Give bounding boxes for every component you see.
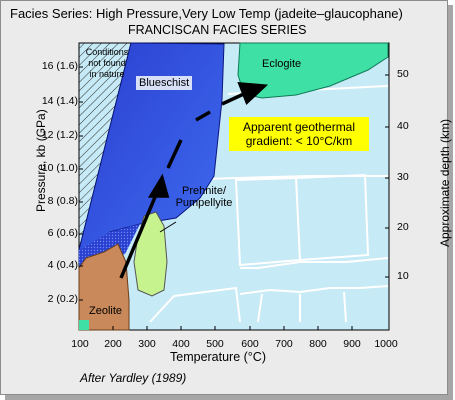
blueschist-label: Blueschist	[136, 76, 193, 90]
depth-tick-label: 10	[397, 270, 409, 282]
x-tick-label: 500	[206, 338, 224, 350]
depth-tick-label: 50	[397, 68, 409, 80]
geotherm-label: Apparent geothermal gradient: < 10°C/km	[229, 120, 369, 148]
x-axis-label: Temperature (°C)	[170, 350, 266, 364]
axis-ticks	[79, 66, 389, 330]
depth-tick-label: 20	[397, 221, 409, 233]
geotherm-label-line2: gradient: < 10°C/km	[245, 134, 353, 148]
corner-swatch	[79, 320, 89, 330]
y-tick-label: 10 (1.0)	[41, 162, 78, 174]
x-tick-label: 300	[138, 338, 156, 350]
x-tick-label: 700	[275, 338, 293, 350]
x-tick-label: 600	[241, 338, 259, 350]
x-tick-label: 800	[309, 338, 327, 350]
prehnite-label-line2: Pumpellyite	[175, 197, 233, 209]
eclogite-label: Eclogite	[262, 58, 302, 70]
not-found-label: Conditions not found in nature	[82, 47, 132, 80]
depth-tick-label: 40	[397, 120, 409, 132]
figure-subtitle: FRANCISCAN FACIES SERIES	[128, 23, 307, 37]
y-tick-label: 2 (0.2)	[47, 293, 78, 305]
prehnite-label-line1: Prehnite/	[181, 185, 227, 197]
y-tick-label: 6 (0.6)	[47, 227, 78, 239]
not-found-label-line2: not found	[88, 58, 126, 68]
not-found-label-line1: Conditions	[85, 47, 129, 57]
y-tick-label: 8 (0.8)	[47, 195, 78, 207]
prehnite-label: Prehnite/ Pumpellyite	[172, 185, 236, 209]
y-tick-label: 16 (1.6)	[41, 60, 78, 72]
figure-title: Facies Series: High Pressure,Very Low Te…	[10, 6, 403, 21]
y-axis-label-right: Approximate depth (km)	[438, 118, 452, 247]
x-tick-label: 1000	[374, 338, 398, 350]
prehnite-field	[133, 211, 168, 297]
geotherm-label-line1: Apparent geothermal	[242, 120, 356, 134]
source-citation: After Yardley (1989)	[80, 371, 187, 385]
geotherm-arrow	[119, 82, 269, 279]
not-found-label-line3: in nature	[89, 69, 125, 79]
x-tick-label: 400	[172, 338, 190, 350]
depth-tick-label: 30	[397, 171, 409, 183]
x-tick-label: 100	[71, 338, 89, 350]
zeolite-label: Zeolite	[89, 305, 123, 317]
y-tick-label: 14 (1.4)	[41, 95, 78, 107]
x-tick-label: 200	[104, 338, 122, 350]
y-tick-label: 4 (0.4)	[47, 259, 78, 271]
y-tick-label: 12 (1.2)	[41, 129, 78, 141]
geotherm-box	[229, 117, 369, 151]
x-tick-label: 900	[343, 338, 361, 350]
